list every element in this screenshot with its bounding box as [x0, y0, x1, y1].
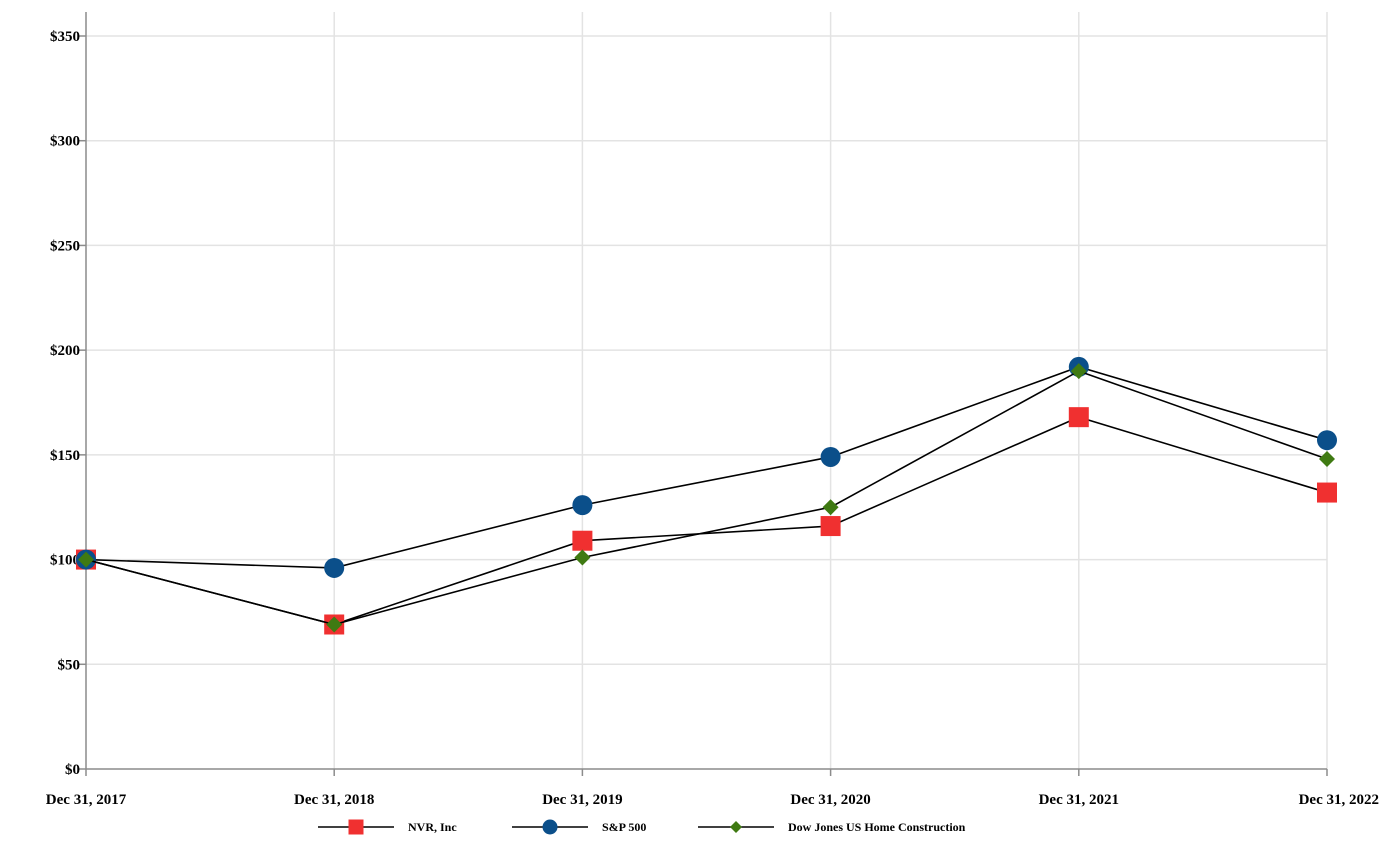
y-tick-label: $200 [50, 343, 80, 359]
legend-item-2: Dow Jones US Home Construction [698, 820, 966, 834]
data-point [1068, 407, 1089, 428]
x-tick-label: Dec 31, 2022 [1299, 792, 1379, 808]
data-point [1319, 451, 1335, 468]
data-point [822, 499, 839, 516]
legend-label: Dow Jones US Home Construction [788, 820, 966, 834]
data-point [820, 446, 841, 467]
x-tick-label: Dec 31, 2020 [790, 792, 870, 808]
data-point [572, 495, 593, 516]
y-tick-label: $250 [50, 238, 80, 254]
y-tick-label: $350 [50, 29, 80, 45]
data-point [572, 530, 593, 551]
series [76, 356, 1337, 635]
legend-marker [348, 819, 364, 835]
series-0 [76, 407, 1337, 635]
series-2 [78, 363, 1335, 633]
data-point [1317, 430, 1337, 451]
y-tick-label: $300 [50, 134, 80, 150]
grid [86, 12, 1328, 769]
series-line [85, 366, 1328, 569]
y-tick-label: $50 [58, 657, 81, 673]
legend-marker [730, 821, 742, 833]
data-point [820, 516, 841, 537]
y-tick-label: $100 [50, 553, 80, 569]
x-tick-label: Dec 31, 2019 [542, 792, 622, 808]
data-point [78, 551, 94, 568]
y-tick-label: $150 [50, 448, 80, 464]
legend-label: NVR, Inc [408, 820, 457, 834]
data-point [1070, 363, 1087, 380]
data-point [574, 549, 591, 566]
axes: $0 $50 $100 $150 $200 $250 $300 $350 Dec 31, 201… [46, 12, 1379, 808]
series-line [85, 370, 1328, 626]
x-tick-label: Dec 31, 2021 [1039, 792, 1119, 808]
series-line [85, 416, 1328, 626]
legend: NVR, Inc S&P 500 Dow Jones US Home Constru… [318, 819, 966, 835]
data-point [324, 557, 345, 578]
x-tick-label: Dec 31, 2018 [294, 792, 374, 808]
legend-marker [542, 819, 558, 835]
legend-label: S&P 500 [602, 820, 646, 834]
legend-item-1: S&P 500 [512, 819, 646, 835]
y-tick-label: $0 [65, 762, 80, 778]
data-point [326, 616, 343, 633]
x-tick-label: Dec 31, 2017 [46, 792, 127, 808]
legend-item-0: NVR, Inc [318, 819, 457, 835]
series-1 [76, 356, 1337, 578]
data-point [1317, 482, 1337, 503]
